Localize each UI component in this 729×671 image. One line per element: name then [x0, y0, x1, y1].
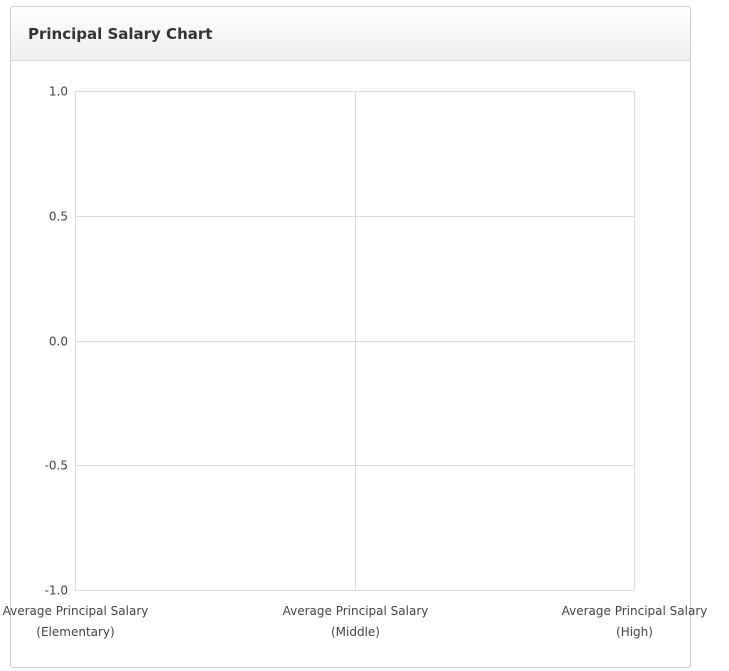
x-axis-categories: Average Principal Salary (Elementary) Aver… [3, 604, 708, 639]
y-tick-label: 0.0 [49, 335, 68, 349]
y-tick-label: 1.0 [49, 85, 68, 99]
x-category-label: Average Principal Salary (High) [562, 604, 708, 639]
y-tick-label: -1.0 [45, 584, 68, 598]
y-axis-ticks: 1.0 0.5 0.0 -0.5 -1.0 [45, 85, 68, 598]
y-tick-label: 0.5 [49, 210, 68, 224]
x-category-label: Average Principal Salary (Middle) [283, 604, 429, 639]
y-tick-label: -0.5 [45, 459, 68, 473]
grid-layer [75, 91, 635, 591]
x-category-label: Average Principal Salary (Elementary) [3, 604, 149, 639]
